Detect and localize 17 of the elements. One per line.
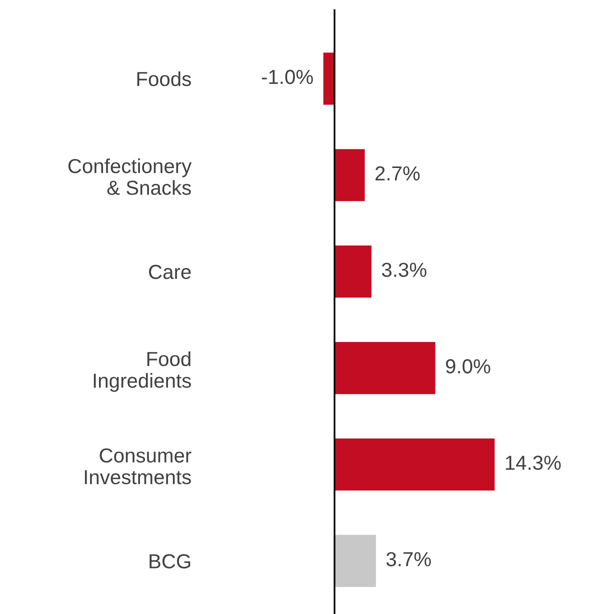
y-tick-label: BCG — [150, 554, 190, 568]
bar — [334, 438, 495, 491]
data-label: 3.7% — [386, 552, 431, 566]
data-label: 2.7% — [375, 166, 420, 180]
y-tick-label: Foods — [137, 71, 191, 86]
y-tick-label: Food Ingredients — [94, 351, 191, 392]
bar — [334, 246, 372, 298]
bar — [334, 534, 376, 587]
y-tick-label: Care — [149, 264, 191, 280]
data-label: -1.0% — [262, 70, 313, 84]
bar — [334, 149, 365, 202]
y-tick-label: Consumer Investments — [84, 448, 192, 484]
y-tick-label: Confectionery & Snacks — [68, 158, 192, 195]
data-label: 3.3% — [382, 262, 426, 277]
bar — [334, 342, 436, 394]
data-label: 9.0% — [446, 359, 490, 374]
data-label: 14.3% — [506, 456, 561, 470]
